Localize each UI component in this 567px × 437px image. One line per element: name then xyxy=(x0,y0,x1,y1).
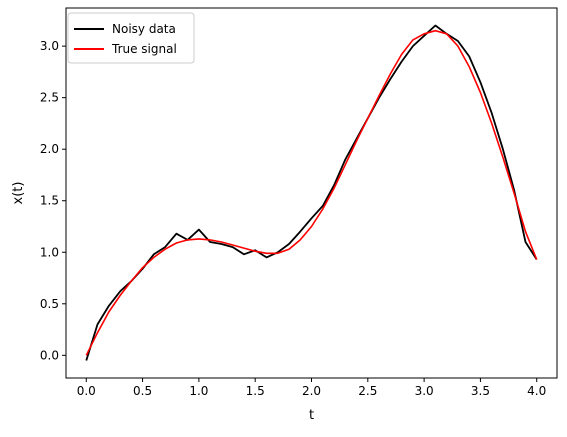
y-tick-label: 1.5 xyxy=(40,194,59,208)
y-axis-label: x(t) xyxy=(11,182,26,205)
y-tick-label: 2.5 xyxy=(40,91,59,105)
x-tick-label: 1.0 xyxy=(189,384,208,398)
y-tick-label: 1.0 xyxy=(40,245,59,259)
y-tick-label: 2.0 xyxy=(40,142,59,156)
x-axis-label: t xyxy=(309,408,314,423)
x-tick-label: 3.0 xyxy=(415,384,434,398)
legend-label-true-signal: True signal xyxy=(111,42,177,56)
series-line-true-signal xyxy=(85,29,538,356)
x-tick-label: 0.5 xyxy=(133,384,152,398)
series-line-noisy-data xyxy=(85,24,538,361)
y-tick-label: 3.0 xyxy=(40,39,59,53)
legend: Noisy data True signal xyxy=(67,12,195,64)
plot-layer xyxy=(85,24,538,361)
y-tick-label: 0.0 xyxy=(40,348,59,362)
x-tick-label: 4.0 xyxy=(527,384,546,398)
y-axis-ticks: 0.0 0.5 1.0 1.5 2.0 2.5 3.0 xyxy=(40,39,66,362)
x-tick-label: 0.0 xyxy=(77,384,96,398)
x-tick-label: 3.5 xyxy=(471,384,490,398)
legend-label-noisy-data: Noisy data xyxy=(112,22,176,36)
x-axis-ticks: 0.0 0.5 1.0 1.5 2.0 2.5 3.0 3.5 4.0 xyxy=(77,378,546,398)
x-tick-label: 2.5 xyxy=(358,384,377,398)
y-tick-label: 0.5 xyxy=(40,297,59,311)
x-tick-label: 2.0 xyxy=(302,384,321,398)
legend-box xyxy=(67,12,195,64)
x-tick-label: 1.5 xyxy=(246,384,265,398)
